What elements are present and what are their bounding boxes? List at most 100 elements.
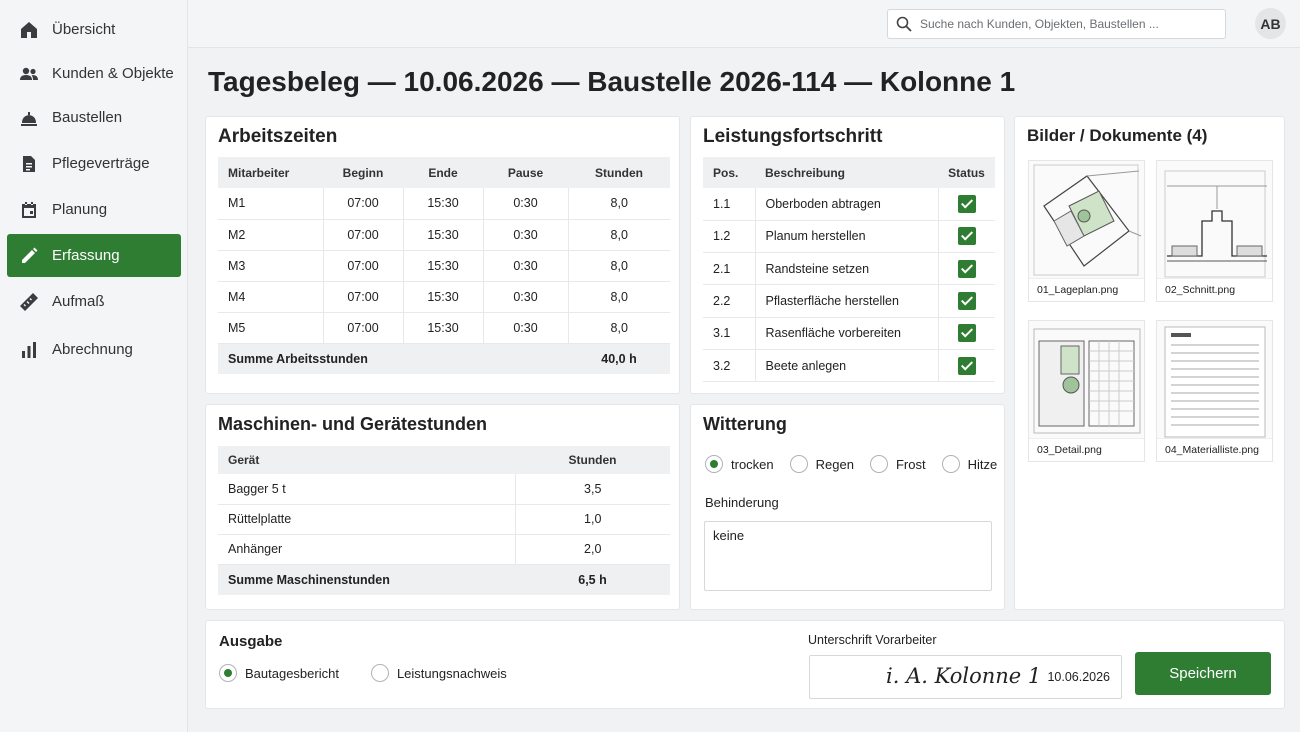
table-cell[interactable]: 07:00 bbox=[323, 250, 404, 282]
lageplan-image bbox=[1029, 161, 1144, 279]
signature-text: i. A. Kolonne 1 bbox=[886, 664, 1042, 688]
search-input[interactable] bbox=[920, 17, 1210, 31]
table-cell[interactable]: 8,0 bbox=[568, 281, 670, 313]
status-cell bbox=[938, 317, 995, 350]
table-cell[interactable]: 3,5 bbox=[515, 474, 670, 505]
thumbnail-caption: 01_Lageplan.png bbox=[1037, 284, 1119, 296]
column-header: Mitarbeiter bbox=[218, 157, 323, 188]
avatar[interactable]: AB bbox=[1255, 8, 1286, 39]
radio-button[interactable] bbox=[705, 455, 723, 473]
thumbnail-caption: 04_Materialliste.png bbox=[1165, 444, 1259, 456]
sidebar-item-abrechnung[interactable]: Abrechnung bbox=[7, 328, 181, 371]
column-header: Gerät bbox=[218, 446, 515, 474]
table-cell[interactable]: 8,0 bbox=[568, 312, 670, 344]
sum-value: 6,5 h bbox=[515, 564, 670, 595]
table-cell[interactable]: M2 bbox=[218, 219, 324, 251]
thumbnail-materialliste[interactable]: 04_Materialliste.png bbox=[1156, 320, 1273, 462]
status-checkbox[interactable] bbox=[957, 227, 976, 246]
search-icon bbox=[896, 16, 912, 32]
table-cell[interactable]: 15:30 bbox=[403, 219, 484, 251]
search-box[interactable] bbox=[887, 9, 1226, 39]
save-button[interactable]: Speichern bbox=[1135, 652, 1271, 695]
thumbnail-schnitt[interactable]: 02_Schnitt.png bbox=[1156, 160, 1273, 302]
table-cell[interactable]: 0:30 bbox=[483, 312, 569, 344]
table-cell[interactable]: 15:30 bbox=[403, 281, 484, 313]
status-checkbox[interactable] bbox=[957, 194, 976, 213]
topbar: AB bbox=[188, 0, 1300, 48]
thumbnail-lageplan[interactable]: 01_Lageplan.png bbox=[1028, 160, 1145, 302]
description-cell: Rasenfläche vorbereiten bbox=[755, 317, 939, 350]
ausgabe-option-bautagesbericht[interactable]: Bautagesbericht bbox=[219, 664, 339, 682]
column-header: Status bbox=[938, 157, 995, 188]
sidebar-item-pflegevertraege[interactable]: Pflegeverträge bbox=[7, 142, 181, 185]
column-header: Pos. bbox=[703, 157, 755, 188]
weather-radio-group: trocken Regen Frost Hitze bbox=[705, 455, 997, 473]
column-header: Ende bbox=[403, 157, 483, 188]
table-cell[interactable]: Anhänger bbox=[218, 534, 516, 565]
table-cell[interactable]: 07:00 bbox=[323, 188, 404, 220]
column-header: Stunden bbox=[515, 446, 670, 474]
table-row: M2 07:00 15:30 0:30 8,0 bbox=[218, 219, 670, 251]
sidebar-item-label: Übersicht bbox=[52, 21, 116, 38]
table-cell[interactable]: 0:30 bbox=[483, 219, 569, 251]
radio-button[interactable] bbox=[941, 455, 960, 473]
table-cell[interactable]: 07:00 bbox=[323, 281, 404, 313]
table-cell[interactable]: 15:30 bbox=[403, 250, 484, 282]
sidebar-item-kunden[interactable]: Kunden & Objekte bbox=[7, 52, 181, 95]
table-cell[interactable]: Rüttelplatte bbox=[218, 504, 516, 535]
table-cell[interactable]: M3 bbox=[218, 250, 324, 282]
table-cell[interactable]: 8,0 bbox=[568, 219, 670, 251]
table-cell[interactable]: M1 bbox=[218, 188, 324, 220]
construction-icon bbox=[19, 108, 39, 128]
sidebar-item-uebersicht[interactable]: Übersicht bbox=[7, 8, 181, 51]
status-checkbox[interactable] bbox=[957, 292, 976, 311]
table-cell[interactable]: 15:30 bbox=[403, 312, 484, 344]
status-checkbox[interactable] bbox=[957, 356, 976, 375]
sidebar-item-aufmass[interactable]: Aufmaß bbox=[7, 280, 181, 323]
table-row: M4 07:00 15:30 0:30 8,0 bbox=[218, 281, 670, 313]
table-cell[interactable]: M4 bbox=[218, 281, 324, 313]
signature-field[interactable]: i. A. Kolonne 1 10.06.2026 bbox=[809, 655, 1122, 699]
behinderung-textarea[interactable]: keine bbox=[704, 521, 992, 591]
people-icon bbox=[19, 64, 39, 84]
weather-option-hitze[interactable]: Hitze bbox=[941, 455, 997, 473]
table-cell[interactable]: 0:30 bbox=[483, 281, 569, 313]
radio-button[interactable] bbox=[789, 455, 808, 473]
ausgabe-radio-group: Bautagesbericht Leistungsnachweis bbox=[219, 664, 507, 682]
table-cell[interactable]: 07:00 bbox=[323, 219, 404, 251]
weather-option-frost[interactable]: Frost bbox=[869, 455, 926, 473]
sidebar-item-planung[interactable]: Planung bbox=[7, 188, 181, 231]
leistung-card: Leistungsfortschritt Pos. Beschreibung S… bbox=[690, 116, 1005, 394]
description-cell: Pflasterfläche herstellen bbox=[755, 284, 939, 318]
table-cell[interactable]: 0:30 bbox=[483, 250, 569, 282]
thumbnail-detail[interactable]: 03_Detail.png bbox=[1028, 320, 1145, 462]
radio-button[interactable] bbox=[869, 455, 888, 473]
arbeitszeiten-title: Arbeitszeiten bbox=[218, 126, 338, 147]
table-cell[interactable]: 07:00 bbox=[323, 312, 404, 344]
table-cell[interactable]: 2,0 bbox=[515, 534, 670, 565]
weather-option-regen[interactable]: Regen bbox=[789, 455, 854, 473]
sidebar-item-baustellen[interactable]: Baustellen bbox=[7, 96, 181, 139]
bilder-card: Bilder / Dokumente (4) 01_Lageplan.png bbox=[1014, 116, 1285, 610]
table-row: 2.2 Pflasterfläche herstellen bbox=[703, 284, 995, 318]
table-cell[interactable]: 8,0 bbox=[568, 188, 670, 220]
table-cell[interactable]: 15:30 bbox=[403, 188, 484, 220]
table-row: Anhänger 2,0 bbox=[218, 534, 670, 565]
position-cell: 1.1 bbox=[703, 188, 756, 221]
status-checkbox[interactable] bbox=[957, 324, 976, 343]
status-checkbox[interactable] bbox=[957, 259, 976, 278]
table-cell[interactable]: 1,0 bbox=[515, 504, 670, 535]
table-cell[interactable]: 0:30 bbox=[483, 188, 569, 220]
sidebar-item-erfassung[interactable]: Erfassung bbox=[7, 234, 181, 277]
weather-option-trocken[interactable]: trocken bbox=[705, 455, 774, 473]
radio-button[interactable] bbox=[370, 664, 389, 682]
behinderung-label: Behinderung bbox=[705, 495, 779, 510]
radio-button[interactable] bbox=[219, 664, 237, 682]
table-cell[interactable]: M5 bbox=[218, 312, 324, 344]
pencil-icon bbox=[19, 246, 39, 266]
table-cell[interactable]: 8,0 bbox=[568, 250, 670, 282]
status-cell bbox=[938, 252, 995, 286]
materialliste-image bbox=[1157, 321, 1272, 439]
ausgabe-option-leistungsnachweis[interactable]: Leistungsnachweis bbox=[370, 664, 507, 682]
table-cell[interactable]: Bagger 5 t bbox=[218, 474, 516, 505]
